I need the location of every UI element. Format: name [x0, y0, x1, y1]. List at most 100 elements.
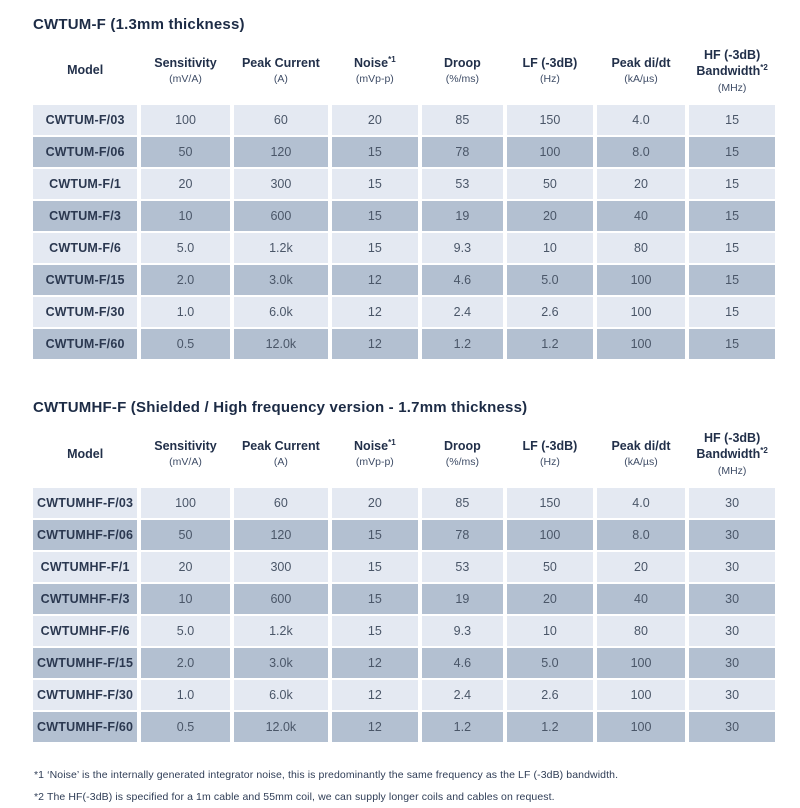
- value-cell: 80: [596, 233, 686, 264]
- column-unit: (kA/µs): [624, 456, 658, 469]
- value-cell: 15: [689, 105, 775, 136]
- value-cell: 1.2k: [233, 233, 328, 264]
- value-cell: 53: [421, 552, 504, 583]
- model-cell: CWTUM-F/30: [33, 297, 138, 328]
- footnotes: *1 ‘Noise’ is the internally generated i…: [33, 764, 775, 808]
- model-cell: CWTUM-F/60: [33, 329, 138, 360]
- column-label: Model: [67, 446, 104, 461]
- value-cell: 30: [689, 488, 775, 519]
- value-cell: 3.0k: [233, 265, 328, 296]
- column-unit: (Hz): [539, 456, 560, 469]
- value-cell: 0.5: [141, 712, 230, 743]
- value-cell: 1.2: [507, 329, 593, 360]
- column-unit: (mVp-p): [355, 456, 394, 469]
- value-cell: 600: [233, 584, 328, 615]
- value-cell: 15: [689, 169, 775, 200]
- value-cell: 30: [689, 520, 775, 551]
- value-cell: 6.0k: [233, 297, 328, 328]
- table-row: CWTUM-F/3 10 600 15 19 20 40 15: [33, 201, 775, 232]
- value-cell: 15: [332, 552, 418, 583]
- value-cell: 30: [689, 712, 775, 743]
- value-cell: 20: [507, 201, 593, 232]
- table-row: CWTUMHF-F/6 5.0 1.2k 15 9.3 10 80 30: [33, 616, 775, 647]
- model-cell: CWTUMHF-F/15: [33, 648, 138, 679]
- value-cell: 12: [332, 297, 418, 328]
- column-header: Droop (%/ms): [421, 422, 504, 487]
- value-cell: 6.0k: [233, 680, 328, 711]
- column-label: Peak Current: [241, 56, 320, 71]
- value-cell: 80: [596, 616, 686, 647]
- model-cell: CWTUM-F/15: [33, 265, 138, 296]
- model-cell: CWTUMHF-F/03: [33, 488, 138, 519]
- spec-table: Model Sensitivity (mV/A) Peak Current (A) Noi…: [29, 37, 779, 361]
- value-cell: 4.6: [421, 648, 504, 679]
- value-cell: 100: [596, 297, 686, 328]
- value-cell: 15: [332, 233, 418, 264]
- value-cell: 150: [507, 105, 593, 136]
- table-row: CWTUMHF-F/60 0.5 12.0k 12 1.2 1.2 100 30: [33, 712, 775, 743]
- value-cell: 12: [332, 265, 418, 296]
- value-cell: 15: [689, 201, 775, 232]
- model-cell: CWTUMHF-F/30: [33, 680, 138, 711]
- column-label: Droop: [443, 56, 481, 71]
- table-row: CWTUMHF-F/1 20 300 15 53 50 20 30: [33, 552, 775, 583]
- column-header: HF (-3dB) Bandwidth*2 (MHz): [689, 422, 775, 487]
- column-header: Peak di/dt (kA/µs): [596, 39, 686, 104]
- value-cell: 10: [141, 584, 230, 615]
- column-header: Sensitivity (mV/A): [141, 39, 230, 104]
- value-cell: 1.2: [421, 329, 504, 360]
- model-cell: CWTUM-F/03: [33, 105, 138, 136]
- value-cell: 53: [421, 169, 504, 200]
- column-unit: (Hz): [539, 73, 560, 86]
- value-cell: 15: [332, 169, 418, 200]
- value-cell: 20: [141, 552, 230, 583]
- value-cell: 600: [233, 201, 328, 232]
- model-cell: CWTUM-F/3: [33, 201, 138, 232]
- footnote-marker: *1: [388, 438, 396, 448]
- value-cell: 4.6: [421, 265, 504, 296]
- footnote-marker: *2: [760, 446, 768, 456]
- value-cell: 30: [689, 584, 775, 615]
- value-cell: 60: [233, 488, 328, 519]
- column-unit: (A): [273, 456, 288, 469]
- value-cell: 5.0: [141, 233, 230, 264]
- value-cell: 78: [421, 137, 504, 168]
- column-label: Sensitivity: [154, 439, 217, 454]
- column-label: Sensitivity: [154, 56, 217, 71]
- column-label: LF (-3dB): [522, 439, 578, 454]
- value-cell: 100: [596, 265, 686, 296]
- value-cell: 20: [507, 584, 593, 615]
- value-cell: 19: [421, 201, 504, 232]
- value-cell: 50: [507, 552, 593, 583]
- column-label: HF (-3dB) Bandwidth*2: [696, 48, 768, 79]
- column-label: Droop: [443, 439, 481, 454]
- value-cell: 100: [596, 680, 686, 711]
- table-row: CWTUM-F/15 2.0 3.0k 12 4.6 5.0 100 15: [33, 265, 775, 296]
- column-header: Sensitivity (mV/A): [141, 422, 230, 487]
- column-label: Peak di/dt: [611, 439, 671, 454]
- header-row: Model Sensitivity (mV/A) Peak Current (A) Noi…: [33, 422, 775, 487]
- value-cell: 12.0k: [233, 329, 328, 360]
- table-title: CWTUMHF-F (Shielded / High frequency ver…: [33, 399, 528, 417]
- spec-table: Model Sensitivity (mV/A) Peak Current (A) Noi…: [29, 420, 779, 744]
- value-cell: 15: [689, 233, 775, 264]
- table-row: CWTUMHF-F/03 100 60 20 85 150 4.0 30: [33, 488, 775, 519]
- value-cell: 20: [332, 105, 418, 136]
- column-header: Peak Current (A): [233, 422, 328, 487]
- column-unit: (%/ms): [445, 73, 479, 86]
- value-cell: 20: [332, 488, 418, 519]
- value-cell: 8.0: [596, 520, 686, 551]
- column-unit: (A): [273, 73, 288, 86]
- column-header: LF (-3dB) (Hz): [507, 422, 593, 487]
- value-cell: 20: [141, 169, 230, 200]
- model-cell: CWTUM-F/06: [33, 137, 138, 168]
- footnote-marker: *2: [760, 63, 768, 73]
- value-cell: 15: [332, 201, 418, 232]
- value-cell: 100: [596, 648, 686, 679]
- value-cell: 30: [689, 552, 775, 583]
- table-row: CWTUM-F/6 5.0 1.2k 15 9.3 10 80 15: [33, 233, 775, 264]
- value-cell: 8.0: [596, 137, 686, 168]
- value-cell: 20: [596, 169, 686, 200]
- column-header: Droop (%/ms): [421, 39, 504, 104]
